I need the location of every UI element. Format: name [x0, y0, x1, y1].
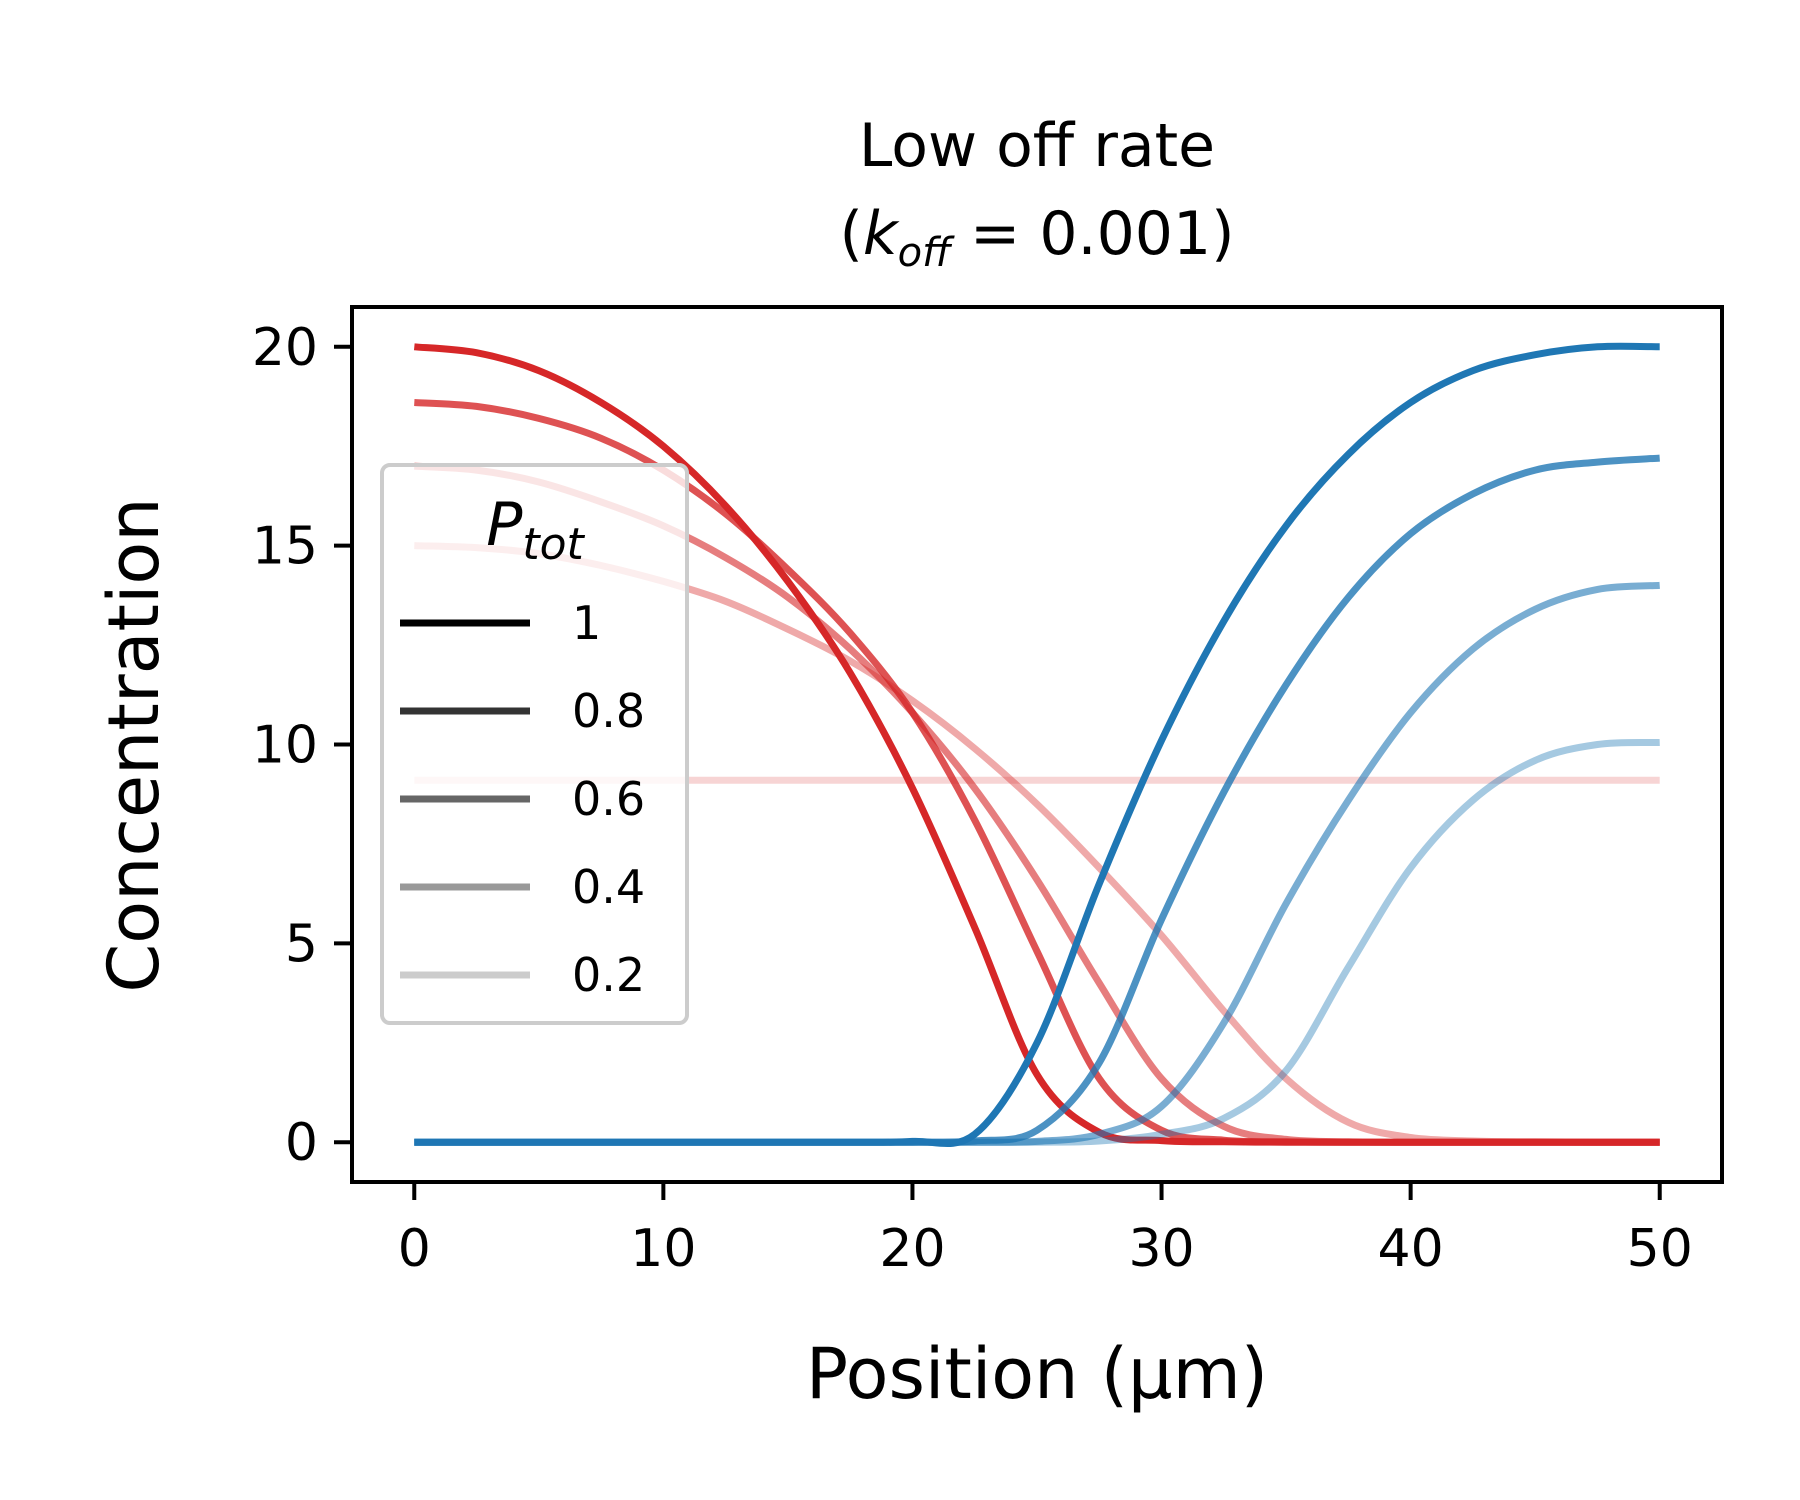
chart-title-line2: (koff = 0.001)	[839, 199, 1234, 276]
legend-label: 0.4	[572, 860, 645, 914]
series-line-posterior-0_4	[414, 738, 1660, 1146]
legend-frame	[380, 463, 689, 1025]
title-k-symbol: k	[863, 199, 900, 269]
y-tick-label: 10	[252, 716, 318, 776]
legend-label: 0.2	[572, 948, 645, 1002]
legend-title-p: P	[486, 490, 523, 560]
title-equals-value: = 0.001)	[951, 199, 1235, 269]
x-tick-label: 20	[879, 1219, 945, 1279]
x-axis-label: Position (µm)	[806, 1333, 1268, 1415]
legend-title: Ptot	[486, 490, 585, 570]
x-tick-label: 50	[1627, 1219, 1693, 1279]
x-tick-label: 30	[1128, 1219, 1194, 1279]
y-tick-label: 15	[252, 517, 318, 577]
x-axis-ticks: 0 10 20 30 40 50	[398, 1182, 1693, 1279]
y-tick-label: 5	[285, 914, 318, 974]
y-axis-label: Concentration	[93, 497, 175, 992]
series-line-posterior-0_6	[414, 581, 1660, 1146]
x-tick-label: 0	[398, 1219, 431, 1279]
legend-label: 1	[572, 596, 601, 650]
y-tick-label: 0	[285, 1113, 318, 1173]
legend-label: 0.8	[572, 684, 645, 738]
chart-title-line1: Low off rate	[859, 111, 1215, 181]
legend: Ptot 1 0.8 0.6 0.4 0.2	[380, 463, 689, 1025]
title-k-subscript: off	[898, 230, 955, 276]
x-tick-label: 10	[630, 1219, 696, 1279]
legend-title-subscript: tot	[522, 519, 585, 570]
y-axis-ticks: 0 5 10 15 20	[252, 318, 352, 1173]
y-tick-label: 20	[252, 318, 318, 378]
legend-label: 0.6	[572, 772, 645, 826]
x-tick-label: 40	[1378, 1219, 1444, 1279]
title-open-paren: (	[839, 199, 862, 269]
legend-entries: 1 0.8 0.6 0.4 0.2	[400, 596, 645, 1002]
